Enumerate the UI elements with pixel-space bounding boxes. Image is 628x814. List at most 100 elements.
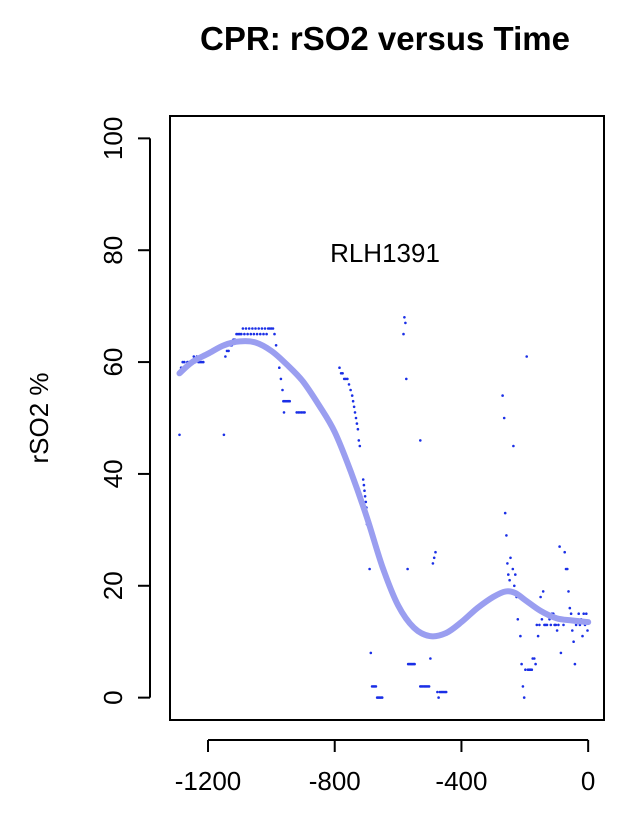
data-point: [508, 578, 511, 582]
data-point: [271, 327, 275, 330]
x-tick-label: -800: [309, 766, 361, 796]
data-point: [354, 416, 358, 420]
data-point: [521, 685, 525, 688]
data-point: [413, 662, 416, 666]
data-point: [358, 444, 362, 448]
data-point: [352, 405, 356, 409]
data-point: [519, 634, 522, 638]
data-point: [574, 623, 578, 627]
data-point: [572, 640, 575, 643]
data-point: [538, 623, 541, 627]
data-point: [355, 422, 359, 425]
data-point: [249, 332, 253, 336]
data-point: [353, 411, 357, 414]
chart-annotation: RLH1391: [330, 238, 440, 268]
data-point: [227, 349, 230, 353]
y-axis: 0 20 40 60 80 100: [98, 117, 151, 705]
data-point: [254, 327, 257, 330]
data-point: [541, 590, 545, 593]
data-point: [571, 629, 574, 632]
data-point: [536, 634, 540, 638]
data-point: [432, 556, 436, 560]
data-point: [520, 662, 523, 666]
data-point: [262, 332, 265, 336]
x-tick-label: 0: [581, 766, 595, 796]
data-point: [419, 439, 422, 442]
data-point: [525, 355, 528, 358]
data-point: [255, 332, 259, 336]
data-point: [349, 388, 352, 392]
data-point: [434, 550, 437, 554]
data-point: [288, 399, 292, 403]
data-point: [513, 584, 516, 588]
data-point: [364, 500, 368, 504]
data-point: [402, 332, 405, 336]
data-point: [192, 355, 196, 358]
data-point: [259, 332, 262, 336]
data-point: [273, 332, 276, 336]
data-point: [566, 567, 569, 571]
data-point: [581, 634, 584, 638]
y-axis-title: rSO2 %: [24, 372, 54, 463]
data-point: [437, 696, 440, 699]
data-point: [403, 316, 406, 319]
data-point: [357, 439, 361, 442]
data-point: [557, 623, 560, 627]
data-point: [361, 478, 365, 481]
data-point: [530, 668, 534, 671]
data-point: [559, 651, 563, 655]
data-point: [346, 377, 349, 381]
data-point: [278, 366, 281, 370]
data-point: [222, 433, 226, 437]
data-point: [429, 657, 432, 660]
data-point: [555, 629, 559, 632]
plot-area-frame: [169, 115, 605, 721]
data-point: [406, 567, 409, 571]
data-point: [558, 545, 561, 548]
data-point: [244, 327, 248, 330]
x-axis: -1200 -800 -400 0: [175, 739, 595, 796]
data-point: [545, 623, 549, 627]
data-point: [582, 612, 585, 615]
data-point: [380, 696, 384, 699]
data-point: [282, 411, 286, 414]
data-point: [563, 550, 566, 554]
data-point: [573, 662, 577, 666]
data-point: [540, 618, 544, 621]
data-point: [356, 427, 360, 431]
data-point: [507, 573, 510, 576]
data-point: [516, 618, 520, 621]
data-point: [524, 668, 527, 671]
data-point: [241, 327, 245, 330]
data-point: [347, 383, 351, 386]
data-point: [506, 562, 509, 565]
data-point: [279, 377, 283, 381]
data-point: [533, 657, 536, 660]
data-point: [404, 321, 407, 325]
data-point: [265, 332, 268, 336]
data-point: [405, 377, 408, 381]
data-point: [431, 562, 435, 565]
data-point: [436, 690, 439, 694]
data-point: [511, 567, 515, 571]
data-point: [577, 612, 580, 615]
chart-title: CPR: rSO2 versus Time: [200, 20, 570, 57]
y-tick-label: 40: [98, 459, 128, 488]
data-point: [585, 612, 588, 615]
data-point: [586, 629, 589, 632]
data-point: [512, 444, 515, 448]
data-point: [368, 567, 371, 571]
data-point: [363, 495, 367, 498]
data-point: [338, 366, 341, 370]
scatter-points: [178, 316, 589, 699]
data-point: [260, 327, 264, 330]
data-point: [503, 511, 507, 515]
data-point: [522, 696, 526, 699]
data-point: [224, 355, 227, 358]
data-point: [240, 332, 243, 336]
data-point: [374, 685, 378, 688]
data-point: [509, 556, 512, 560]
x-tick-label: -1200: [175, 766, 242, 796]
data-point: [246, 332, 249, 336]
